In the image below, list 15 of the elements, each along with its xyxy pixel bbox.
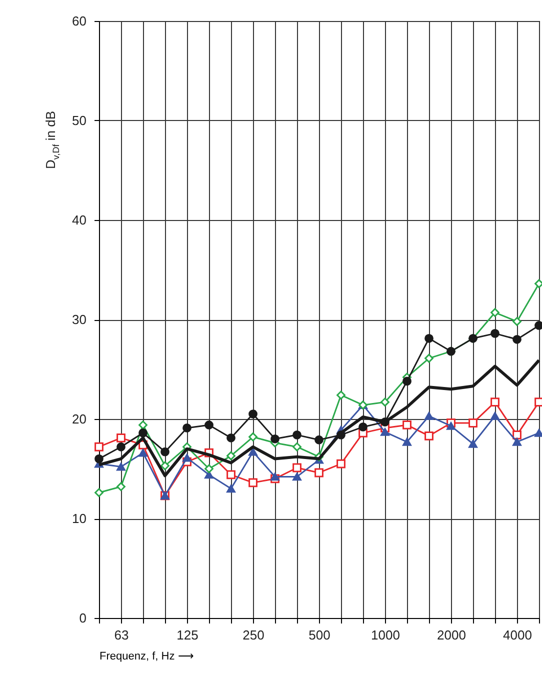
x-tick-label: 2000 — [437, 628, 466, 642]
x-tick-label: 63 — [114, 628, 129, 642]
x-tick-label: 1000 — [371, 628, 400, 642]
y-tick-label: 20 — [72, 412, 86, 426]
y-tick-label: 0 — [79, 610, 86, 626]
x-tick-label: 250 — [242, 628, 264, 642]
y-tick-label: 60 — [72, 14, 86, 28]
x-axis-title: Frequenz, f, Hz ⟶ — [100, 650, 194, 662]
x-tick-label: 4000 — [503, 628, 532, 642]
y-tick-label: 30 — [72, 312, 86, 327]
y-tick-label: 50 — [72, 113, 86, 128]
y-tick-label: 10 — [72, 511, 86, 526]
y-tick-label: 40 — [72, 212, 86, 228]
x-tick-label: 500 — [308, 628, 330, 642]
x-tick-label: 125 — [176, 628, 198, 642]
